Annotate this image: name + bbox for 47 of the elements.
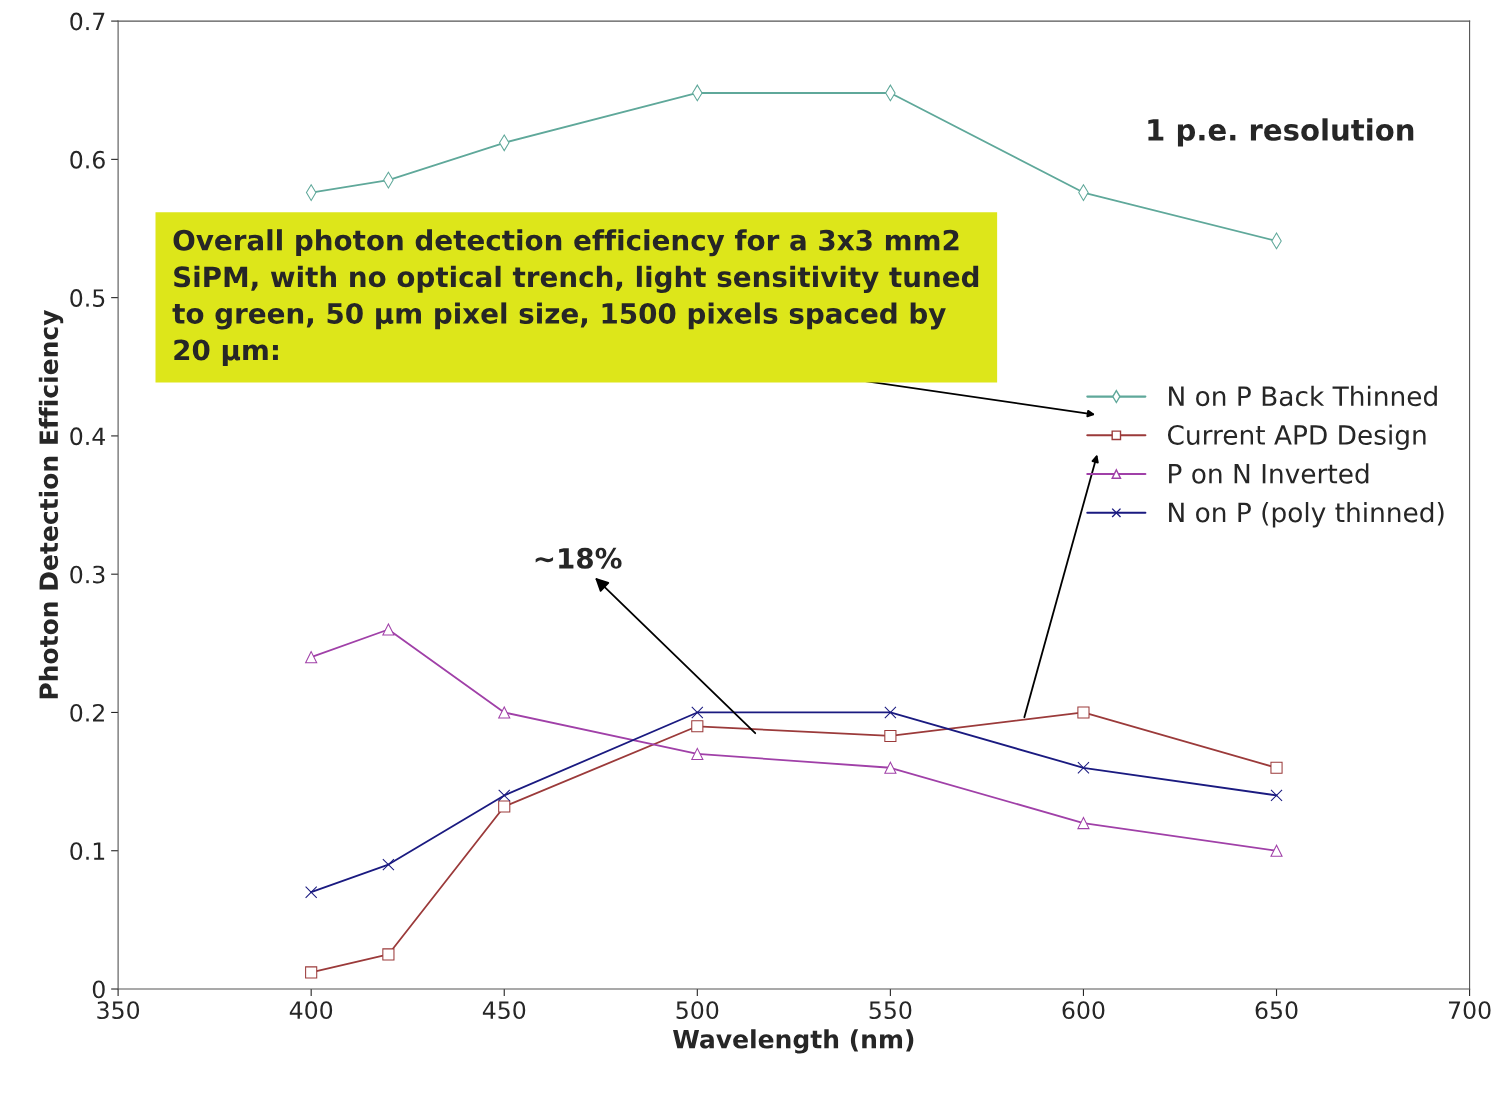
point (691, 706, 704, 719)
x-tick-label: 650 (1255, 1001, 1298, 1020)
y-tick-label: 0.1 (70, 842, 105, 861)
point (691, 720, 704, 733)
point (1077, 706, 1090, 719)
x-tick-label: 350 (97, 1001, 140, 1020)
x-tick-label: 600 (1062, 1001, 1105, 1020)
point (305, 184, 317, 201)
y-tick-label: 0.3 (70, 565, 105, 584)
annotation: ~18% (535, 547, 622, 569)
point (1077, 761, 1090, 774)
annotation: 1 p.e. resolution (1148, 118, 1414, 147)
point (305, 651, 318, 664)
point (1270, 761, 1283, 774)
point (884, 706, 897, 719)
y-tick-label: 0.5 (70, 289, 105, 307)
y-tick-label: 0.7 (70, 12, 105, 31)
point (1270, 844, 1283, 857)
y-tick-label: 0.4 (70, 427, 105, 446)
point (884, 729, 897, 743)
legend-label: P on N Inverted (1169, 463, 1369, 484)
x-tick-label: 450 (482, 1001, 526, 1020)
point (1270, 789, 1283, 802)
legend-label: Current APD Design (1167, 424, 1426, 451)
y-tick-label: 0.6 (70, 150, 105, 169)
point (305, 886, 318, 899)
point (382, 623, 395, 636)
x-tick-label: 400 (289, 1001, 333, 1020)
x-tick-label: 550 (869, 1001, 912, 1020)
point (498, 800, 511, 813)
x-tick-label: 500 (676, 1001, 719, 1020)
y-axis-title: Photon Detection Efficiency (38, 309, 64, 699)
legend-label: N on P Back Thinned (1169, 385, 1437, 407)
y-tick-label: 0 (92, 980, 105, 999)
annotation: Overall photon detection efficiency for a 3x3 mm2 SiPM, with no optical trench, light sensitivity tuned to green, 50 μm pixel size, 1500 pixels spaced by 20 μm: (172, 229, 979, 366)
x-axis-title: Wavelength (nm) (673, 1029, 914, 1054)
point (1077, 817, 1090, 830)
point (498, 706, 511, 719)
point (382, 948, 395, 961)
x-tick-label: 700 (1448, 1001, 1491, 1020)
point (382, 858, 395, 871)
point (305, 966, 318, 979)
point (498, 789, 511, 802)
point (884, 761, 897, 774)
y-tick-label: 0.2 (70, 703, 104, 722)
legend-label: N on P (poly thinned) (1169, 501, 1444, 528)
point (691, 747, 704, 761)
